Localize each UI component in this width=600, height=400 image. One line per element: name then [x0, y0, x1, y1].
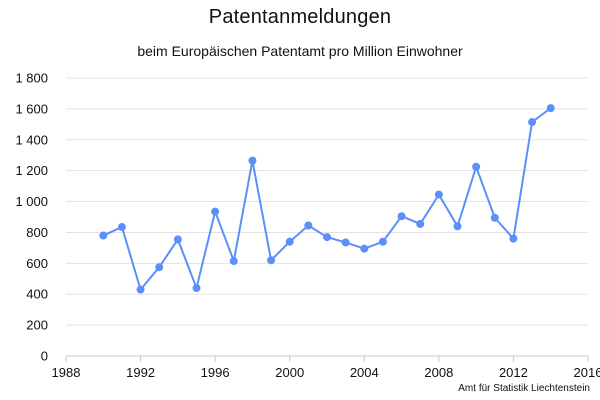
gridlines [66, 77, 588, 326]
series-line [102, 107, 552, 291]
data-point [323, 233, 331, 242]
y-tick-label: 0 [41, 349, 48, 364]
x-tick-label: 2012 [499, 365, 528, 380]
data-point [248, 156, 257, 165]
data-point [490, 213, 499, 222]
data-point [136, 285, 145, 294]
data-point [99, 231, 108, 240]
data-point [173, 235, 182, 244]
data-point [528, 118, 537, 127]
y-tick-label: 200 [26, 318, 48, 333]
source-note: Amt für Statistik Liechtenstein [458, 383, 590, 394]
x-tick-label: 2008 [424, 365, 453, 380]
y-tick-label: 1 200 [15, 163, 48, 178]
data-point [360, 244, 369, 253]
data-point [192, 284, 201, 293]
data-point [211, 207, 220, 216]
y-tick-label: 1 000 [15, 194, 48, 209]
data-point [229, 257, 238, 266]
series-layer [99, 104, 555, 294]
x-tick-label: 1988 [52, 365, 81, 380]
data-point [453, 222, 462, 231]
data-point [117, 223, 126, 232]
y-tick-label: 1 600 [15, 101, 48, 116]
x-tick-label: 2000 [275, 365, 304, 380]
data-point [416, 219, 425, 228]
data-point [546, 104, 555, 113]
data-point [341, 238, 350, 247]
y-tick-label: 600 [26, 256, 48, 271]
data-point [378, 237, 387, 246]
data-point [285, 237, 294, 246]
x-tick-label: 1996 [201, 365, 230, 380]
x-tick-label: 2016 [574, 365, 600, 380]
y-tick-label: 1 400 [15, 132, 48, 147]
data-point [304, 221, 313, 230]
axes: 0 200 400 600 800 1 000 1 200 1 400 1 600 1 800 19… [15, 71, 600, 381]
y-tick-label: 800 [26, 225, 48, 240]
data-point [155, 263, 164, 272]
y-tick-label: 400 [26, 287, 48, 302]
chart-subtitle: beim Europäischen Patentamt pro Million … [137, 43, 463, 59]
x-tick-label: 2004 [350, 365, 379, 380]
chart-title: Patentanmeldungen [208, 6, 392, 28]
data-point [397, 212, 406, 221]
y-tick-label: 1 800 [15, 71, 48, 86]
data-point [434, 190, 443, 199]
x-tick-label: 1992 [126, 365, 155, 380]
data-point [472, 162, 481, 171]
data-point [509, 234, 518, 243]
data-point [267, 256, 276, 265]
